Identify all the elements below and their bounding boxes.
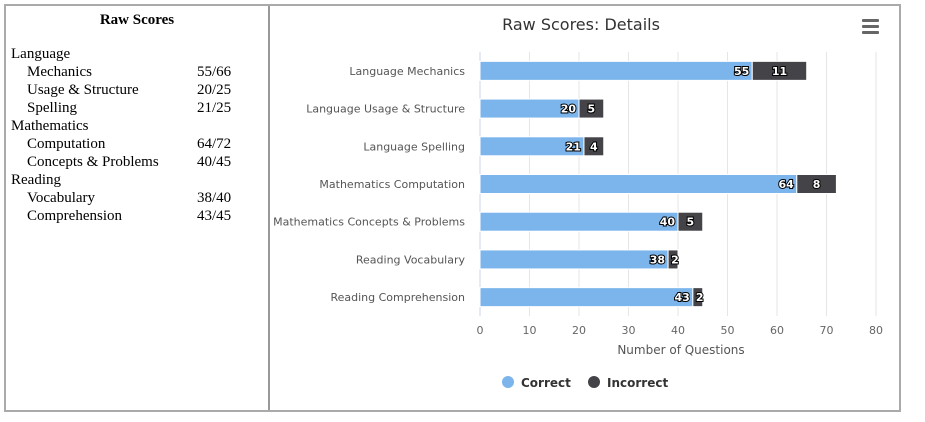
data-label: 40 <box>660 216 676 229</box>
category-label: Language <box>11 46 71 62</box>
data-label: 2 <box>696 291 704 304</box>
score-row: Computation 64/72 <box>27 136 247 153</box>
data-label: 38 <box>650 253 665 266</box>
bar-correct[interactable] <box>479 287 694 308</box>
category-label: Mathematics <box>11 118 89 134</box>
category-label: Reading Comprehension <box>330 291 465 304</box>
data-label: 2 <box>671 253 679 266</box>
legend-marker <box>502 376 514 388</box>
subtest-label: Usage & Structure <box>27 82 139 98</box>
subtest-label: Computation <box>27 136 106 152</box>
category-label: Reading Vocabulary <box>356 253 466 266</box>
subtest-label: Mechanics <box>27 64 92 80</box>
raw-scores-panel: Raw Scores Language Mechanics 55/66 Usage &… <box>6 6 270 410</box>
data-label: 21 <box>566 140 581 153</box>
subtest-score: 64/72 <box>197 136 232 152</box>
x-axis-title: Number of Questions <box>617 343 744 357</box>
data-label: 4 <box>590 140 598 153</box>
x-tick-label: 30 <box>622 324 636 337</box>
data-label: 8 <box>813 178 821 191</box>
score-row: Comprehension 43/45 <box>27 208 247 225</box>
score-row: Concepts & Problems 40/45 <box>27 154 247 171</box>
subtest-score: 43/45 <box>197 208 232 224</box>
bar-incorrect[interactable] <box>796 174 837 194</box>
subtest-score: 40/45 <box>197 154 232 170</box>
score-row: Vocabulary 38/40 <box>27 190 247 207</box>
category-label: Mathematics Computation <box>319 178 465 191</box>
x-tick-label: 70 <box>820 324 834 337</box>
subtest-label: Spelling <box>27 100 78 116</box>
x-tick-label: 80 <box>869 324 883 337</box>
x-tick-label: 40 <box>671 324 685 337</box>
x-tick-label: 60 <box>770 324 784 337</box>
bar-correct[interactable] <box>479 249 669 270</box>
bar-incorrect[interactable] <box>677 211 704 232</box>
score-row: Usage & Structure 20/25 <box>27 82 247 99</box>
bar-incorrect[interactable] <box>667 249 679 270</box>
bar-incorrect[interactable] <box>692 287 704 308</box>
legend-item-correct[interactable]: Correct <box>502 376 571 390</box>
x-tick-label: 50 <box>721 324 735 337</box>
category-label: Reading <box>11 172 61 188</box>
bar-incorrect[interactable] <box>751 60 808 81</box>
data-label: 5 <box>588 103 596 116</box>
score-row: Mechanics 55/66 <box>27 64 247 81</box>
bar-incorrect[interactable] <box>583 136 605 157</box>
report-frame: Raw Scores Language Mechanics 55/66 Usage &… <box>4 4 901 412</box>
legend-item-incorrect[interactable]: Incorrect <box>588 376 668 390</box>
x-tick-label: 10 <box>523 324 537 337</box>
category-label: Language Mechanics <box>349 65 465 78</box>
chart-title: Raw Scores: Details <box>502 15 660 34</box>
subtest-label: Vocabulary <box>27 190 96 206</box>
data-label: 55 <box>734 65 749 78</box>
bar-incorrect[interactable] <box>578 98 605 119</box>
subtest-label: Comprehension <box>27 208 122 224</box>
subtest-score: 20/25 <box>197 82 232 98</box>
score-row: Spelling 21/25 <box>27 100 247 117</box>
category-label: Mathematics Concepts & Problems <box>273 216 465 229</box>
subtest-label: Concepts & Problems <box>27 154 159 170</box>
bar-correct[interactable] <box>479 174 798 194</box>
x-tick-label: 20 <box>572 324 586 337</box>
data-label: 11 <box>772 65 787 78</box>
category-label: Language Spelling <box>363 140 465 153</box>
data-label: 43 <box>675 291 690 304</box>
legend-marker <box>588 376 600 388</box>
bar-correct[interactable] <box>479 60 753 81</box>
data-label: 5 <box>687 216 695 229</box>
panel-title: Raw Scores <box>99 12 175 28</box>
bar-correct[interactable] <box>479 211 679 232</box>
legend-label: Correct <box>521 376 571 390</box>
subtest-score: 38/40 <box>197 190 232 206</box>
legend-label: Incorrect <box>607 376 668 390</box>
data-label: 20 <box>561 103 577 116</box>
category-label: Language Usage & Structure <box>306 103 465 116</box>
data-label: 64 <box>778 178 794 191</box>
x-tick-label: 0 <box>477 324 484 337</box>
subtest-score: 21/25 <box>197 100 232 116</box>
subtest-score: 55/66 <box>197 64 232 80</box>
hamburger-menu-icon[interactable] <box>862 19 879 34</box>
